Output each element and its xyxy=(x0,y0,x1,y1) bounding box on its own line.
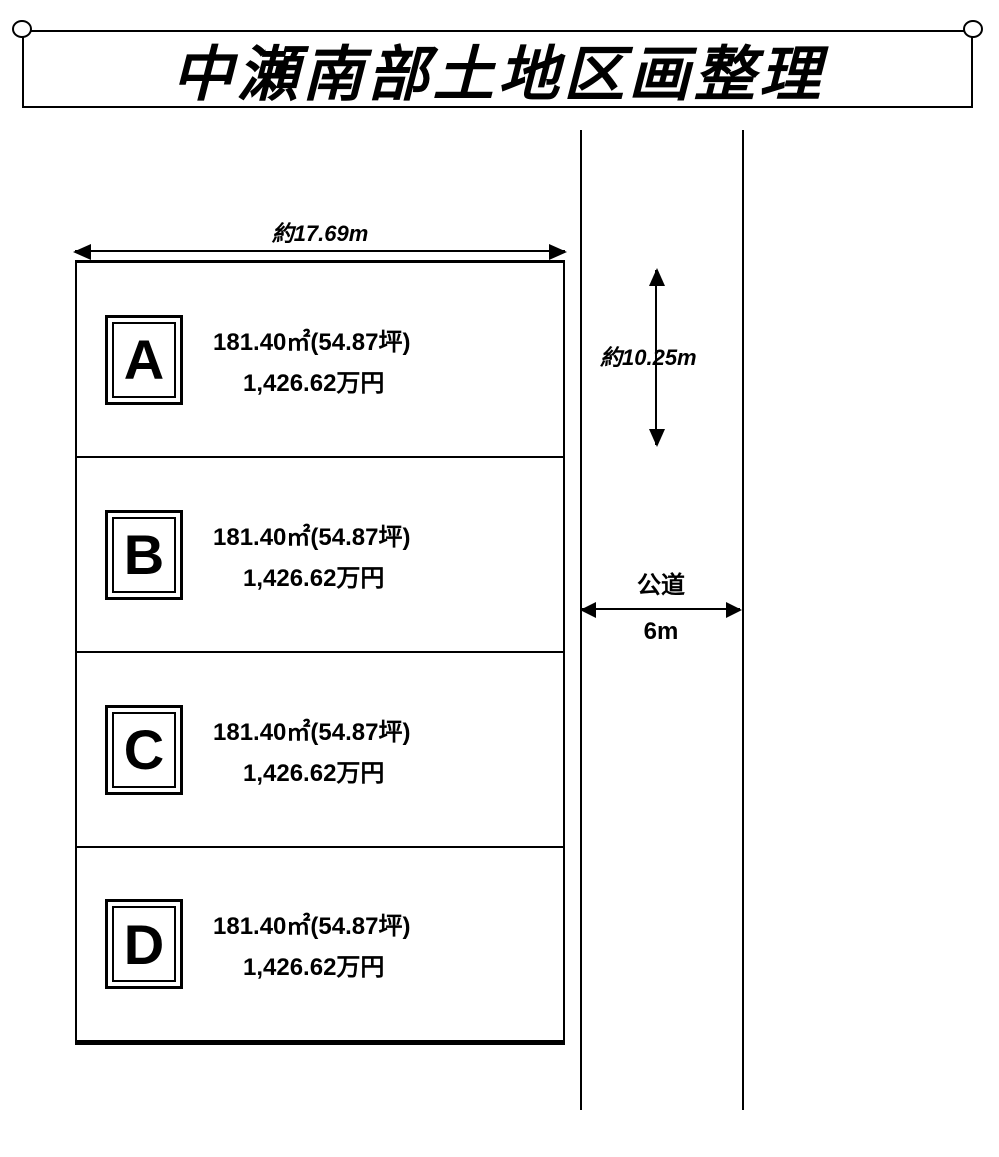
lot-info: 181.40㎡(54.87坪) 1,426.62万円 xyxy=(213,712,410,788)
lot-label-box: D xyxy=(105,899,183,989)
dimension-width: 約17.69m xyxy=(75,210,565,260)
dimension-depth: 約10.25m xyxy=(605,270,715,445)
lot-area: 181.40㎡(54.87坪) xyxy=(213,322,410,357)
scroll-roll-left-icon xyxy=(12,20,32,38)
dimension-road-arrow xyxy=(582,608,740,610)
road-edge-right xyxy=(742,130,744,1110)
lot-label: A xyxy=(124,327,164,392)
banner-body: 中瀬南部土地区画整理 xyxy=(22,30,973,108)
lot-label-box: C xyxy=(105,705,183,795)
scroll-roll-right-icon xyxy=(963,20,983,38)
lot-row: B 181.40㎡(54.87坪) 1,426.62万円 xyxy=(77,458,563,653)
lot-label: C xyxy=(124,717,164,782)
lot-label: B xyxy=(124,522,164,587)
dimension-width-arrow xyxy=(75,250,565,252)
lot-area: 181.40㎡(54.87坪) xyxy=(213,906,410,941)
lot-price: 1,426.62万円 xyxy=(213,558,410,593)
lot-row: D 181.40㎡(54.87坪) 1,426.62万円 xyxy=(77,848,563,1043)
lot-price: 1,426.62万円 xyxy=(213,947,410,982)
dimension-road-label-1: 公道 xyxy=(582,572,740,601)
title-banner: 中瀬南部土地区画整理 xyxy=(10,20,985,110)
lot-info: 181.40㎡(54.87坪) 1,426.62万円 xyxy=(213,517,410,593)
lot-row: C 181.40㎡(54.87坪) 1,426.62万円 xyxy=(77,653,563,848)
lot-label-box: A xyxy=(105,315,183,405)
banner-title: 中瀬南部土地区画整理 xyxy=(171,26,824,113)
dimension-depth-label: 約10.25m xyxy=(600,340,697,372)
lot-row: A 181.40㎡(54.87坪) 1,426.62万円 xyxy=(77,263,563,458)
lots-container: A 181.40㎡(54.87坪) 1,426.62万円 B 181.40㎡(5… xyxy=(75,260,565,1045)
lot-info: 181.40㎡(54.87坪) 1,426.62万円 xyxy=(213,906,410,982)
dimension-road: 公道 6m xyxy=(582,600,740,670)
dimension-width-label: 約17.69m xyxy=(75,216,565,248)
lot-label: D xyxy=(124,912,164,977)
lot-area: 181.40㎡(54.87坪) xyxy=(213,517,410,552)
lot-price: 1,426.62万円 xyxy=(213,753,410,788)
lot-price: 1,426.62万円 xyxy=(213,363,410,398)
lot-area: 181.40㎡(54.87坪) xyxy=(213,712,410,747)
dimension-road-label-2: 6m xyxy=(582,618,740,646)
lot-label-box: B xyxy=(105,510,183,600)
site-plan: 約17.69m A 181.40㎡(54.87坪) 1,426.62万円 B 1… xyxy=(20,130,980,1130)
lot-info: 181.40㎡(54.87坪) 1,426.62万円 xyxy=(213,322,410,398)
